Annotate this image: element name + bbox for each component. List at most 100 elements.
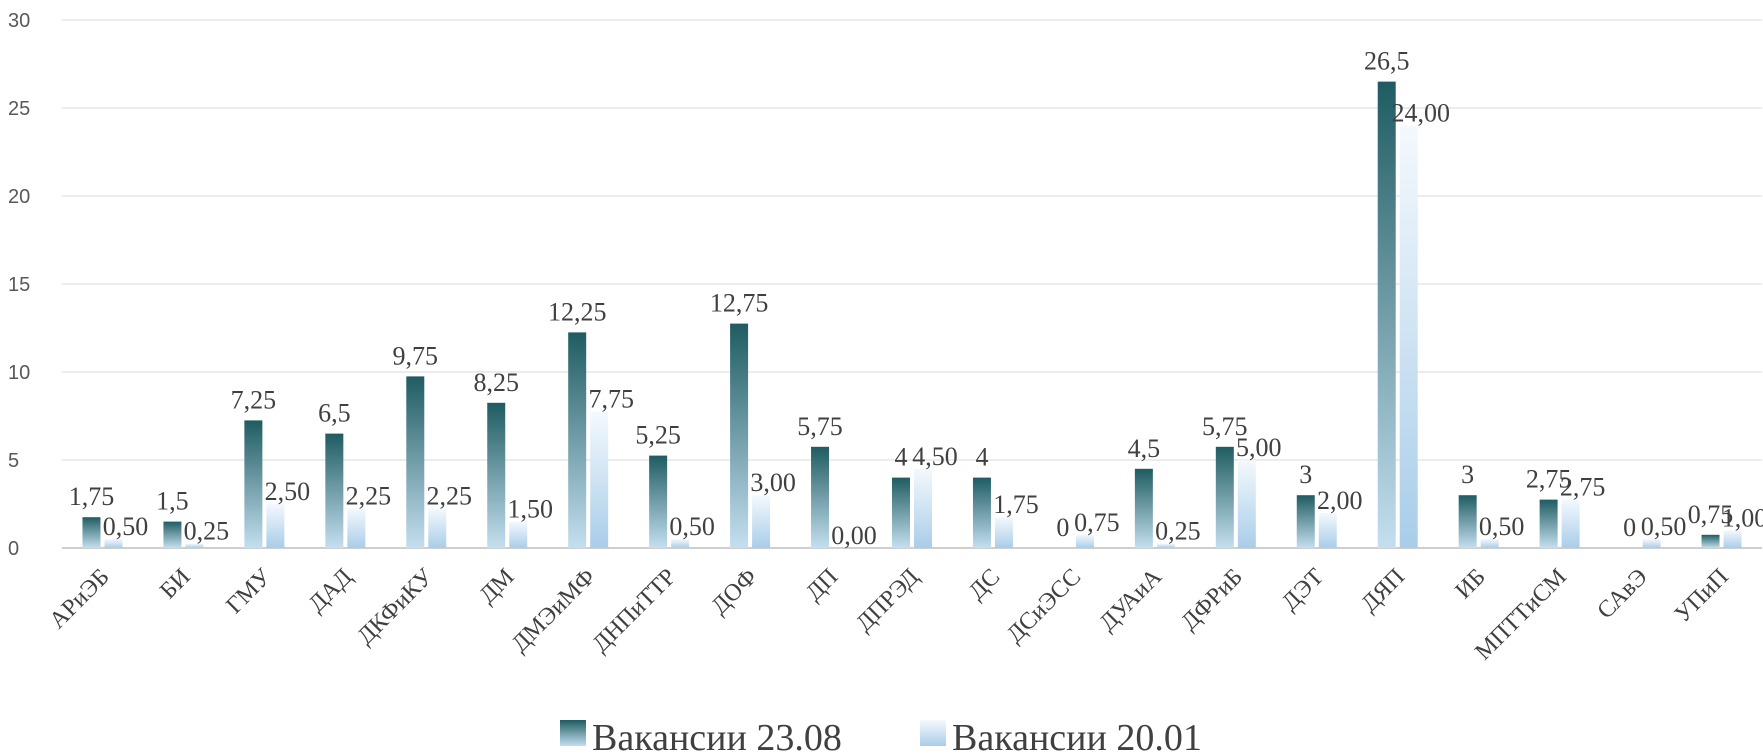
- data-label-series-1: 0: [1056, 513, 1069, 542]
- bar-series-1-7: [649, 455, 668, 548]
- bar-series-2-6: [590, 411, 609, 548]
- data-label-series-1: 5,75: [797, 412, 843, 441]
- data-label-series-2: 24,00: [1391, 99, 1450, 128]
- y-tick-label: 25: [8, 98, 30, 120]
- bar-series-1-8: [730, 323, 749, 548]
- y-tick-label: 20: [8, 186, 30, 208]
- x-tick-label: ДС: [964, 564, 1005, 605]
- data-label-series-1: 12,25: [548, 297, 607, 326]
- data-label-series-1: 5,75: [1202, 412, 1248, 441]
- data-label-series-2: 2,25: [346, 481, 392, 510]
- bar-series-2-18: [1561, 499, 1580, 548]
- bar-series-1-11: [972, 477, 991, 548]
- legend-label-series-2: Вакансии 20.01: [952, 717, 1202, 756]
- x-tick-label: ДНПиТТР: [588, 564, 682, 658]
- x-tick-label: ДЯП: [1356, 564, 1410, 618]
- data-label-series-1: 0,75: [1688, 500, 1734, 529]
- data-label-series-2: 2,50: [265, 477, 311, 506]
- bar-series-2-1: [185, 543, 204, 548]
- bar-series-2-17: [1480, 539, 1499, 548]
- bar-series-1-16: [1377, 81, 1396, 548]
- bar-series-1-10: [892, 477, 910, 548]
- data-label-series-2: 3,00: [750, 468, 796, 497]
- bar-series-2-13: [1156, 543, 1175, 548]
- bar-series-1-1: [163, 521, 182, 548]
- bar-series-2-10: [914, 468, 932, 548]
- data-label-series-2: 4,50: [912, 442, 958, 471]
- bar-series-2-15: [1318, 512, 1337, 548]
- y-axis: 0 5 10 15 20 25 30: [8, 10, 30, 560]
- data-label-series-1: 5,25: [635, 421, 681, 450]
- legend-swatch-series-1: [560, 720, 586, 746]
- data-label-series-2: 7,75: [588, 385, 634, 414]
- x-tick-label: ДМЭиМФ: [507, 564, 601, 658]
- bar-series-1-2: [244, 420, 263, 548]
- x-tick-label: ДЭТ: [1277, 564, 1329, 616]
- y-tick-label: 5: [8, 450, 19, 472]
- x-tick-label: ДФРиБ: [1176, 564, 1248, 636]
- bar-series-1-0: [82, 517, 101, 548]
- bar-series-1-15: [1296, 495, 1315, 548]
- x-tick-label: ДКФиКУ: [353, 564, 439, 650]
- y-tick-label: 15: [8, 274, 30, 296]
- legend-label-series-1: Вакансии 23.08: [592, 717, 842, 756]
- bar-series-2-20: [1723, 530, 1742, 548]
- bar-series-2-19: [1642, 539, 1661, 548]
- x-tick-label: БИ: [155, 564, 195, 604]
- data-label-series-1: 7,25: [231, 385, 277, 414]
- x-tick-label: ГМУ: [222, 564, 277, 619]
- data-labels: 1,750,501,50,257,252,506,52,259,752,258,…: [69, 47, 1763, 550]
- data-label-series-2: 5,00: [1236, 433, 1282, 462]
- data-label-series-2: 2,00: [1317, 486, 1363, 515]
- bar-series-1-20: [1701, 534, 1720, 548]
- x-tick-label: ДАД: [304, 564, 358, 618]
- bar-series-2-5: [509, 521, 528, 548]
- bar-series-1-17: [1458, 495, 1477, 548]
- x-tick-label: ДПРЭД: [851, 564, 924, 637]
- data-label-series-1: 4: [975, 443, 988, 472]
- bar-series-2-14: [1237, 460, 1256, 548]
- data-label-series-1: 6,5: [318, 399, 351, 428]
- data-label-series-1: 8,25: [473, 368, 519, 397]
- x-tick-label: ИБ: [1451, 564, 1491, 604]
- x-tick-label: ДОФ: [706, 564, 762, 620]
- data-label-series-2: 0,00: [831, 521, 877, 550]
- data-label-series-1: 12,75: [710, 289, 769, 318]
- data-label-series-1: 9,75: [393, 341, 439, 370]
- bar-series-2-11: [994, 517, 1013, 548]
- bar-series-1-6: [568, 332, 587, 548]
- bars: [82, 81, 1742, 548]
- bar-series-2-4: [428, 508, 447, 548]
- data-label-series-2: 0,50: [1641, 512, 1687, 541]
- data-label-series-2: 0,50: [669, 512, 715, 541]
- data-label-series-1: 1,5: [156, 487, 189, 516]
- data-label-series-2: 1,75: [993, 490, 1039, 519]
- data-label-series-1: 0: [1623, 513, 1636, 542]
- bar-series-1-9: [811, 446, 830, 548]
- data-label-series-1: 3: [1461, 460, 1474, 489]
- data-label-series-1: 3: [1299, 460, 1312, 489]
- x-tick-label: ДП: [801, 564, 843, 606]
- gridlines: [62, 19, 1762, 549]
- y-tick-label: 30: [8, 10, 30, 32]
- data-label-series-2: 0,25: [184, 517, 230, 546]
- legend-swatch-series-2: [920, 720, 946, 746]
- data-label-series-2: 1,00: [1722, 503, 1763, 532]
- bar-series-1-5: [487, 402, 506, 548]
- bar-series-2-2: [266, 504, 285, 548]
- bar-series-2-7: [671, 539, 690, 548]
- y-tick-label: 0: [8, 538, 19, 560]
- bar-series-1-3: [325, 433, 344, 548]
- bar-series-1-13: [1134, 468, 1153, 548]
- x-tick-label: УПиП: [1670, 564, 1734, 628]
- data-label-series-1: 2,75: [1526, 465, 1572, 494]
- bar-series-2-0: [104, 539, 123, 548]
- data-label-series-1: 4,5: [1128, 434, 1161, 463]
- data-label-series-1: 26,5: [1364, 47, 1410, 76]
- x-tick-label: АРиЭБ: [45, 564, 115, 634]
- data-label-series-2: 0,50: [1479, 512, 1525, 541]
- bar-series-2-3: [347, 508, 366, 548]
- data-label-series-2: 0,25: [1155, 517, 1201, 546]
